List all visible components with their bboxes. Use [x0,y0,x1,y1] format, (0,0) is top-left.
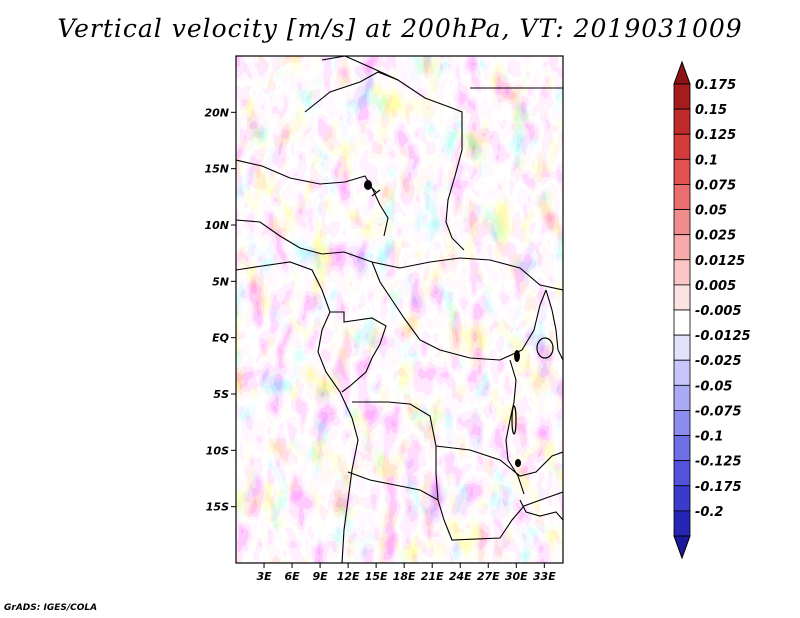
lon-tick-label: 33E [533,570,556,583]
lon-tick-label: 12E [337,570,360,583]
lon-tick-label: 30E [505,570,528,583]
colorbar-swatch [673,133,691,160]
colorbar-label: -0.175 [695,480,742,495]
lat-tick-label: EQ [212,332,229,345]
lat-tick-label: 5N [212,275,229,288]
longitude-axis: 3E 6E 9E 12E 15E 18E 21E 24E 27E 30E 33E [256,563,556,583]
colorbar-label: -0.2 [695,505,723,520]
colorbar-swatch [673,259,691,286]
lon-tick-label: 21E [421,570,444,583]
chart-title: Vertical velocity [m/s] at 200hPa, VT: 2… [57,14,743,43]
lon-tick-label: 24E [449,570,472,583]
colorbar-label: 0.025 [695,229,736,244]
lon-tick-label: 9E [312,570,328,583]
colorbar-swatch [673,184,691,210]
colorbar-swatch [673,359,691,386]
lon-tick-label: 18E [393,570,416,583]
grads-credit: GrADS: IGES/COLA [4,603,98,613]
colorbar-label: 0.15 [695,103,727,118]
map-frame [235,55,564,564]
colorbar-label: -0.1 [695,430,723,445]
colorbar-swatch [673,485,691,512]
colorbar-label: 0.005 [695,279,736,294]
colorbar-label: 0.1 [695,153,718,168]
colorbar-swatch [673,309,691,336]
colorbar-swatch [673,158,691,185]
lon-tick-label: 15E [365,570,388,583]
lat-tick-label: 10N [204,219,229,232]
colorbar-swatch [673,284,691,311]
colorbar-label: 0.05 [695,204,727,219]
lon-tick-label: 3E [256,570,272,583]
lakes [364,180,554,467]
colorbar-label: -0.0125 [695,329,751,344]
colorbar-swatch [673,108,691,135]
colorbar-label: -0.125 [695,455,742,470]
colorbar-swatch [673,460,691,487]
lat-tick-label: 10S [206,444,229,457]
colorbar-swatch [673,234,691,261]
colorbar-label: 0.0125 [695,254,745,269]
lat-tick-label: 5S [213,388,229,401]
country-borders [236,56,563,563]
colorbar-label: -0.025 [695,354,742,369]
colorbar-label: 0.075 [695,178,736,193]
colorbar-swatch [673,384,691,411]
colorbar-swatch [673,334,691,361]
lat-tick-label: 20N [204,106,229,119]
colorbar-swatch [673,435,691,462]
lat-tick-label: 15S [206,501,229,514]
colorbar-label: -0.05 [695,379,732,394]
lat-tick-label: 15N [204,163,229,176]
colorbar-top-arrow [673,60,691,85]
colorbar-label: -0.075 [695,404,742,419]
colorbar-label: 0.175 [695,78,736,93]
colorbar-bottom-arrow [673,535,691,560]
colorbar-swatch [673,209,691,236]
latitude-axis: 20N 15N 10N 5N EQ 5S 10S 15S [204,106,236,514]
velocity-field [236,56,563,563]
colorbar-swatch [673,510,691,537]
colorbar-swatch [673,410,691,436]
colorbar-swatch [673,83,691,110]
colorbar: 0.175 0.15 0.125 0.1 0.075 0.05 0.025 0.0125 0.0… [673,60,751,560]
colorbar-label: 0.125 [695,128,736,143]
lon-tick-label: 27E [477,570,500,583]
lon-tick-label: 6E [284,570,300,583]
colorbar-label: -0.005 [695,304,742,319]
